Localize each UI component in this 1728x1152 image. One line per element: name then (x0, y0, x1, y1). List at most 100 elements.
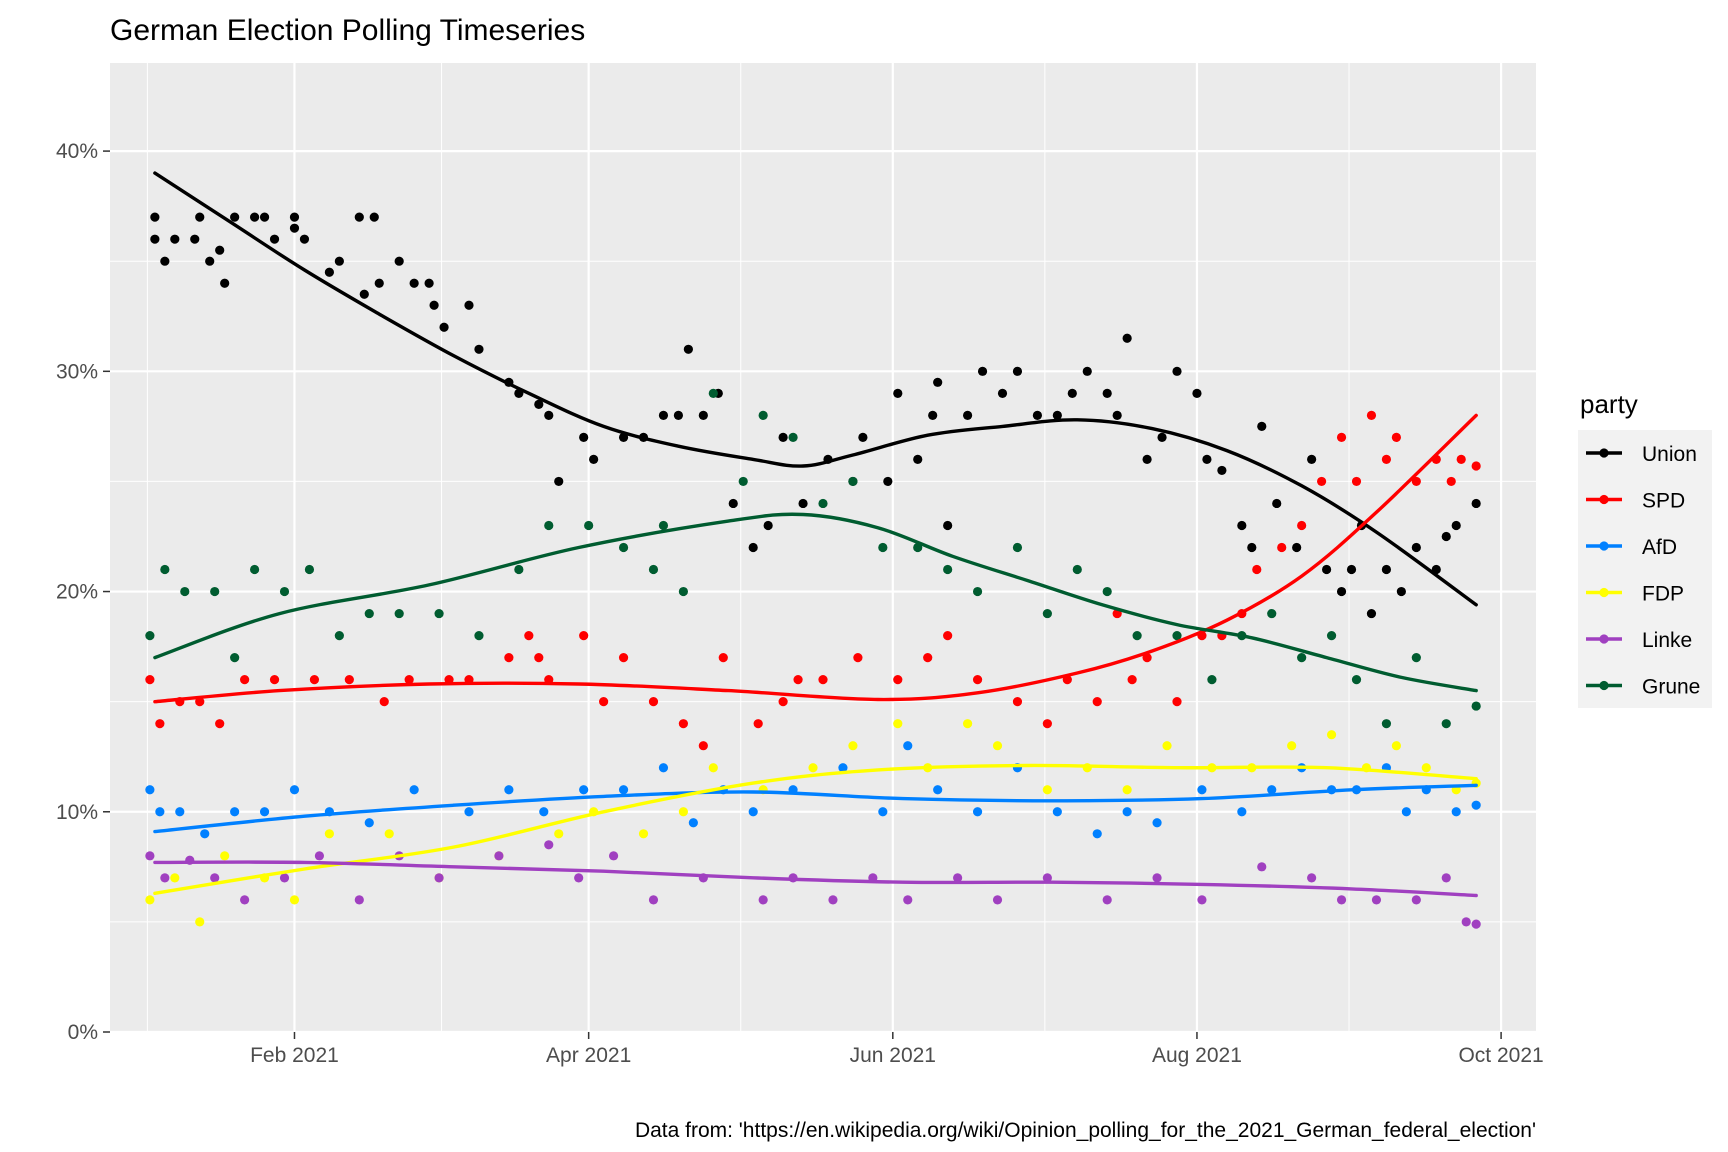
data-point-union (683, 344, 693, 354)
data-point-grune (708, 388, 718, 398)
data-point-grune (1441, 719, 1451, 729)
data-point-afd (230, 807, 240, 817)
data-point-spd (379, 697, 389, 707)
data-point-union (943, 520, 953, 531)
data-point-spd (1411, 476, 1421, 487)
data-point-union (1396, 586, 1406, 597)
data-point-grune (878, 542, 888, 553)
data-point-spd (1351, 476, 1362, 487)
data-point-afd (1237, 807, 1247, 817)
data-point-linke (1471, 919, 1481, 929)
data-point-spd (853, 653, 863, 663)
axes: 0% 10% 20% 30% 40% Feb 2021 Apr 2021 Jun 2021 Au… (56, 140, 1544, 1067)
data-point-grune (1411, 653, 1421, 663)
data-point-union (324, 267, 334, 277)
data-point-linke (574, 873, 584, 883)
data-point-grune (1326, 630, 1337, 641)
data-point-union (230, 212, 240, 222)
data-point-union (928, 410, 938, 420)
trend-line-union (153, 171, 1478, 607)
data-point-afd (748, 807, 758, 817)
data-point-afd (289, 785, 300, 795)
data-point-linke (210, 873, 220, 883)
data-point-spd (524, 630, 534, 641)
data-point-union (589, 454, 599, 465)
data-point-grune (1012, 542, 1023, 553)
y-tick-label: 20% (56, 581, 98, 604)
data-point-union (1471, 498, 1481, 509)
x-tick-label: Feb 2021 (250, 1044, 339, 1067)
data-point-union (160, 256, 170, 266)
data-point-grune (210, 586, 220, 597)
data-point-union (1192, 388, 1202, 398)
data-point-spd (309, 675, 320, 685)
data-point-union (394, 256, 404, 266)
data-point-union (1272, 498, 1282, 509)
data-point-union (289, 223, 300, 233)
data-point-spd (155, 719, 165, 729)
data-point-grune (848, 476, 858, 487)
data-point-linke (354, 895, 364, 905)
data-point-grune (279, 586, 290, 597)
data-point-grune (943, 564, 953, 575)
data-point-grune (738, 476, 748, 487)
data-point-union (374, 278, 384, 288)
data-point-union (409, 278, 419, 288)
x-tick-label: Jun 2021 (850, 1044, 936, 1067)
data-point-union (359, 289, 369, 299)
x-tick-label: Apr 2021 (546, 1044, 631, 1067)
data-point-spd (778, 697, 788, 707)
data-point-linke (648, 895, 659, 905)
data-point-fdp (289, 895, 300, 905)
data-point-fdp (145, 895, 155, 905)
data-point-afd (1267, 785, 1277, 795)
data-point-fdp (1287, 741, 1297, 751)
legend-label: Union (1642, 443, 1697, 466)
legend-key-point (1599, 541, 1609, 551)
legend-key-point (1599, 680, 1609, 691)
data-point-union (1237, 520, 1247, 531)
data-point-spd (195, 697, 205, 707)
data-point-union (883, 476, 893, 487)
data-point-grune (648, 564, 659, 575)
data-point-afd (259, 807, 270, 817)
data-point-linke (279, 873, 290, 883)
data-point-afd (364, 818, 374, 828)
data-point-union (474, 344, 484, 354)
data-point-spd (344, 675, 354, 685)
data-point-afd (504, 785, 514, 795)
y-tick-label: 40% (56, 140, 98, 163)
data-point-spd (1317, 476, 1327, 487)
data-point-union (962, 410, 973, 420)
trend-line-afd (153, 783, 1478, 834)
data-point-spd (1277, 542, 1287, 553)
data-point-fdp (848, 741, 858, 751)
data-point-union (1247, 542, 1257, 553)
data-point-spd (1456, 454, 1466, 465)
data-point-union (150, 212, 160, 222)
data-point-union (299, 234, 310, 244)
data-point-linke (494, 851, 504, 861)
legend-label: SPD (1642, 490, 1685, 513)
trend-line-grune (153, 512, 1478, 693)
data-point-spd (534, 653, 544, 663)
legend-label: Grune (1642, 676, 1700, 699)
chart-title: German Election Polling Timeseries (110, 14, 585, 47)
data-point-linke (160, 873, 170, 883)
data-point-spd (972, 675, 983, 685)
data-point-union (1082, 366, 1092, 376)
data-point-union (1346, 564, 1357, 575)
data-point-afd (579, 785, 589, 795)
data-point-union (798, 498, 808, 509)
data-points (145, 212, 1481, 929)
source-caption: Data from: 'https://en.wikipedia.org/wik… (635, 1119, 1536, 1142)
data-point-spd (1012, 697, 1023, 707)
data-point-spd (215, 719, 225, 729)
data-point-linke (1461, 917, 1471, 927)
data-point-union (728, 498, 738, 509)
data-point-grune (1381, 719, 1392, 729)
data-point-afd (658, 763, 669, 773)
data-point-union (1052, 410, 1062, 420)
data-point-union (1366, 608, 1377, 619)
data-point-grune (1172, 630, 1182, 641)
